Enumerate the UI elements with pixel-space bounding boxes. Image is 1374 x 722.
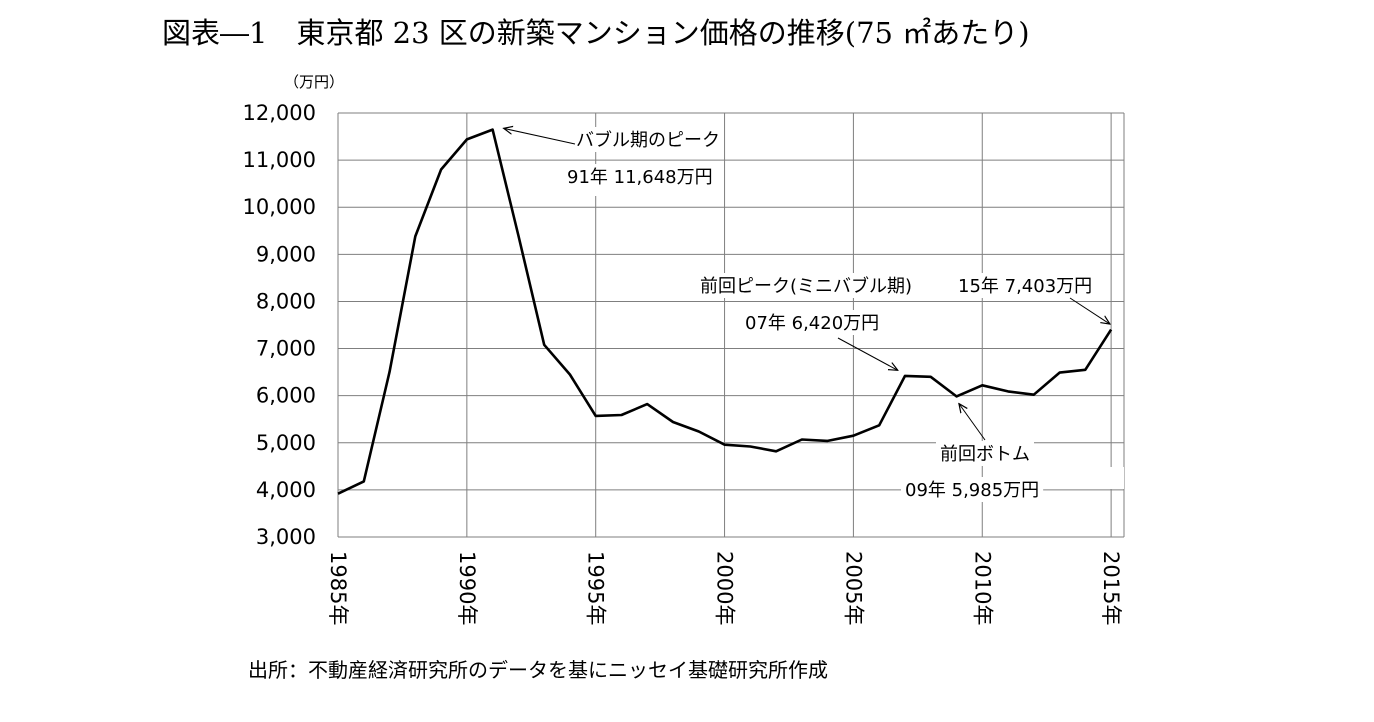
annotation-label: 07年 6,420万円 — [745, 313, 879, 334]
annotation-label: バブル期のピーク — [576, 129, 720, 151]
annotation-label: 前回ピーク(ミニバブル期) — [700, 275, 912, 297]
series-lines — [337, 128, 1113, 495]
y-tick-label: 5,000 — [256, 431, 316, 455]
grid-lines — [337, 112, 1125, 538]
x-tick-label: 2010年 — [970, 551, 994, 625]
y-tick-label: 9,000 — [256, 242, 316, 266]
y-tick-label: 3,000 — [256, 525, 316, 549]
chart-title: 図表―1 東京都 23 区の新築マンション価格の推移(75 ㎡あたり) — [162, 16, 1030, 50]
y-tick-label: 11,000 — [243, 148, 316, 172]
y-tick-label: 4,000 — [256, 478, 316, 502]
annotation-arrow — [1069, 297, 1109, 324]
annotation-label: 91年 11,648万円 — [567, 167, 713, 188]
annotation-background — [563, 164, 717, 189]
y-tick-label: 6,000 — [256, 384, 316, 408]
annotation-label: 前回ボトム — [940, 444, 1030, 465]
annotation-background — [954, 273, 1097, 298]
annotation-label: 15年 7,403万円 — [958, 276, 1092, 297]
y-tick-label: 12,000 — [243, 101, 316, 125]
x-tick-label: 1985年 — [326, 551, 350, 625]
y-unit-label: （万円） — [284, 73, 344, 91]
x-tick-label: 1995年 — [584, 551, 608, 625]
annotation-arrow — [959, 404, 986, 441]
x-tick-label: 2005年 — [841, 551, 865, 625]
annotation-background — [936, 441, 1034, 466]
annotation-background — [901, 477, 1044, 502]
y-tick-label: 8,000 — [256, 289, 316, 313]
series-line — [337, 128, 1113, 495]
annotation-arrow — [505, 129, 576, 145]
x-tick-label: 2000年 — [713, 551, 737, 625]
y-tick-label: 10,000 — [243, 195, 316, 219]
annotation-arrow — [837, 337, 897, 370]
y-tick-label: 7,000 — [256, 337, 316, 361]
annotation-background — [572, 127, 724, 152]
annotation-background — [741, 310, 884, 335]
x-tick-label: 1990年 — [455, 551, 479, 625]
x-tick-label: 2015年 — [1099, 551, 1123, 625]
chart-source-note: 出所：不動産経済研究所のデータを基にニッセイ基礎研究所作成 — [248, 658, 828, 682]
annotation-background — [696, 273, 917, 298]
annotation-label: 09年 5,985万円 — [905, 480, 1039, 501]
annotation-background — [920, 276, 948, 298]
annotation-background — [1076, 467, 1124, 489]
axes: 3,000 4,000 5,000 6,000 7,000 8,000 9,000 10,00… — [243, 73, 1124, 625]
